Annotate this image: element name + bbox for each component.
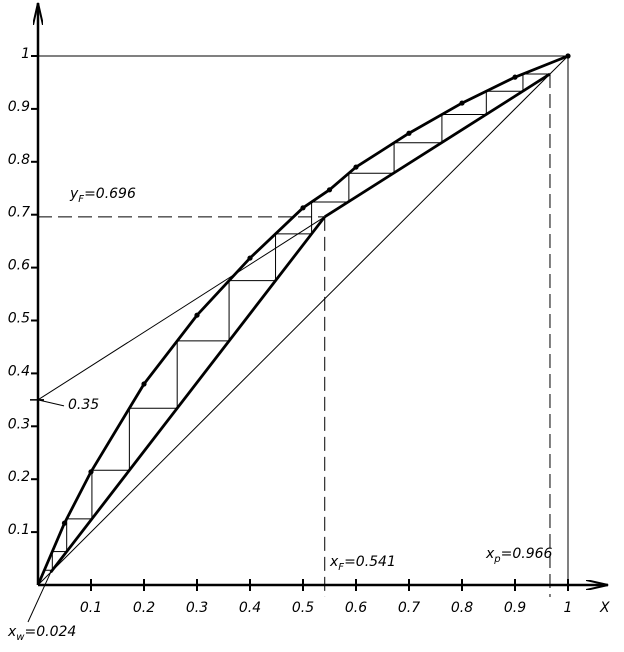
symbol: x bbox=[329, 554, 339, 570]
y-tick-label: 0.7 bbox=[8, 205, 30, 221]
x-axis-label: X bbox=[599, 600, 610, 616]
equilibrium-point bbox=[194, 312, 200, 318]
diagonal bbox=[37, 55, 569, 586]
distillate-x-label: xp=0.966 bbox=[485, 546, 553, 565]
x-tick-label: 1 bbox=[564, 600, 573, 616]
intercept-label: 0.35 bbox=[68, 397, 99, 413]
equilibrium-point bbox=[406, 130, 412, 136]
x-tick-label: 0.8 bbox=[451, 600, 473, 616]
equilibrium-point bbox=[565, 53, 571, 59]
equilibrium-point bbox=[459, 100, 465, 106]
equilibrium-point bbox=[353, 164, 359, 170]
y-tick-label: 0.3 bbox=[8, 416, 30, 432]
y-tick-label: 0.4 bbox=[8, 363, 30, 379]
x-tick-label: 0.6 bbox=[345, 600, 367, 616]
equilibrium-point bbox=[512, 74, 518, 80]
subscript: F bbox=[78, 194, 84, 205]
x-tick-label: 0.5 bbox=[292, 600, 314, 616]
y-tick-label: 0.9 bbox=[8, 99, 30, 115]
x-tick-label: 0.9 bbox=[504, 600, 526, 616]
y-tick-label: 0.5 bbox=[8, 311, 30, 327]
x-tick-label: 0.1 bbox=[80, 600, 102, 616]
y-tick-label: 0.2 bbox=[8, 469, 30, 485]
y-tick-label: 0.6 bbox=[8, 258, 30, 274]
y-tick-label: 1 bbox=[21, 46, 30, 62]
bottoms-x-label: xw=0.024 bbox=[7, 624, 76, 643]
subscript: w bbox=[16, 632, 25, 643]
y-tick-label: 0.1 bbox=[8, 522, 30, 538]
equilibrium-point bbox=[300, 205, 306, 211]
stripping-line bbox=[49, 215, 326, 574]
equilibrium-point bbox=[61, 520, 68, 526]
equilibrium-point bbox=[88, 469, 94, 475]
symbol: x bbox=[7, 624, 17, 640]
feed-x-label: xF=0.541 bbox=[329, 554, 396, 573]
bottoms-leader bbox=[27, 572, 52, 623]
x-tick-label: 0.2 bbox=[133, 600, 155, 616]
equilibrium-point bbox=[141, 381, 147, 387]
rectifying-extension bbox=[37, 216, 325, 401]
symbol: x bbox=[485, 546, 495, 562]
value-label: =0.541 bbox=[344, 554, 396, 570]
equilibrium-point bbox=[247, 255, 253, 261]
symbol: y bbox=[69, 186, 79, 202]
value-label: =0.966 bbox=[501, 546, 553, 562]
rectifying-line bbox=[323, 72, 551, 218]
subscript: p bbox=[493, 554, 500, 565]
value-label: =0.024 bbox=[24, 624, 76, 640]
feed-y-label: yF=0.696 bbox=[69, 186, 136, 205]
x-tick-label: 0.3 bbox=[186, 600, 208, 616]
intercept-leader bbox=[37, 399, 65, 407]
equilibrium-point bbox=[326, 187, 333, 193]
x-tick-label: 0.7 bbox=[398, 600, 420, 616]
y-tick-label: 0.8 bbox=[8, 152, 30, 168]
annotations: yF=0.696 xF=0.541 xp=0.966 xw=0.024 0.35 bbox=[7, 186, 553, 643]
subscript: F bbox=[338, 562, 344, 573]
x-tick-label: 0.4 bbox=[239, 600, 261, 616]
value-label: =0.696 bbox=[84, 186, 136, 202]
